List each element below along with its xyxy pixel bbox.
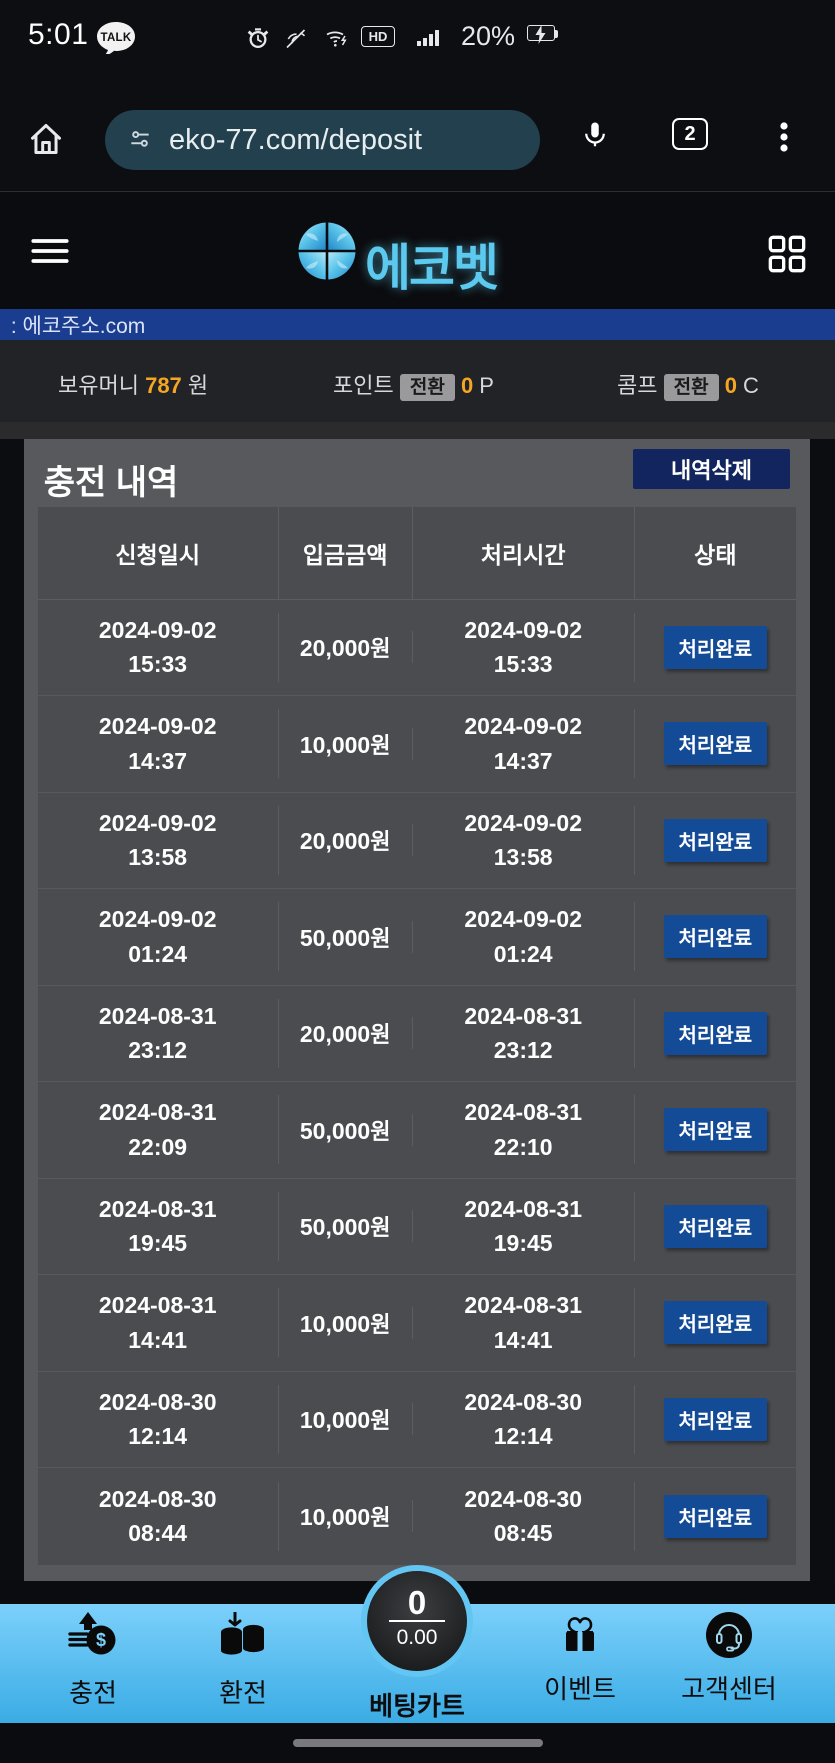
svg-text:TALK: TALK — [100, 32, 131, 44]
svg-text:$: $ — [96, 1630, 106, 1650]
